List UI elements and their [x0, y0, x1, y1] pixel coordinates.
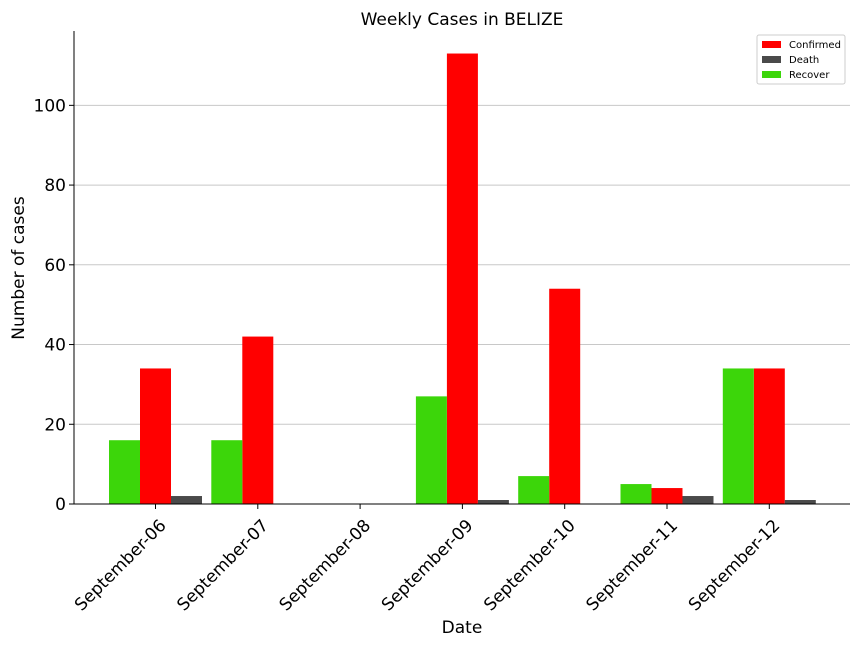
- y-tick-label: 40: [44, 336, 66, 356]
- legend-label-confirmed: Confirmed: [789, 40, 841, 51]
- y-ticks: 0 20 40 60 80 100: [34, 96, 74, 515]
- y-tick-label: 80: [44, 176, 66, 196]
- x-tick-label: September-11: [583, 516, 682, 615]
- y-tick-label: 100: [34, 96, 66, 116]
- legend: Confirmed Death Recover: [756, 34, 846, 85]
- bar-confirmed-4: [549, 288, 581, 504]
- bar-death-0: [171, 496, 202, 504]
- bar-death-5: [682, 496, 714, 504]
- x-tick-label: September-08: [276, 516, 375, 615]
- y-tick-label: 0: [55, 495, 66, 515]
- bar-confirmed-3: [446, 53, 478, 505]
- bar-recover-6: [722, 368, 754, 504]
- bar-confirmed-6: [753, 368, 785, 504]
- x-ticks: September-06 September-07 September-08 Sept…: [71, 504, 784, 615]
- bar-recover-0: [109, 440, 140, 504]
- bars: [109, 53, 816, 505]
- x-axis-label: Date: [442, 618, 483, 638]
- legend-swatch-recover: [762, 71, 781, 78]
- bar-recover-1: [211, 440, 243, 504]
- y-axis-label: Number of cases: [9, 196, 29, 340]
- bar-recover-5: [620, 484, 652, 504]
- chart-title: Weekly Cases in BELIZE: [361, 10, 564, 30]
- x-tick-label: September-10: [480, 516, 579, 615]
- bar-death-3: [477, 500, 509, 504]
- legend-label-death: Death: [789, 55, 819, 66]
- bar-confirmed-1: [242, 336, 274, 504]
- bar-recover-3: [415, 396, 447, 504]
- x-tick-label: September-09: [378, 516, 477, 615]
- y-tick-label: 20: [44, 415, 66, 435]
- bar-confirmed-5: [651, 488, 683, 504]
- bar-recover-4: [518, 476, 550, 504]
- legend-swatch-death: [762, 56, 781, 63]
- y-tick-label: 60: [44, 256, 66, 276]
- x-tick-label: September-12: [685, 516, 784, 615]
- legend-label-recover: Recover: [789, 70, 830, 81]
- bar-death-6: [784, 500, 816, 504]
- legend-swatch-confirmed: [762, 41, 781, 48]
- bar-confirmed-0: [140, 368, 171, 504]
- x-tick-label: September-06: [71, 516, 170, 615]
- x-tick-label: September-07: [173, 516, 272, 615]
